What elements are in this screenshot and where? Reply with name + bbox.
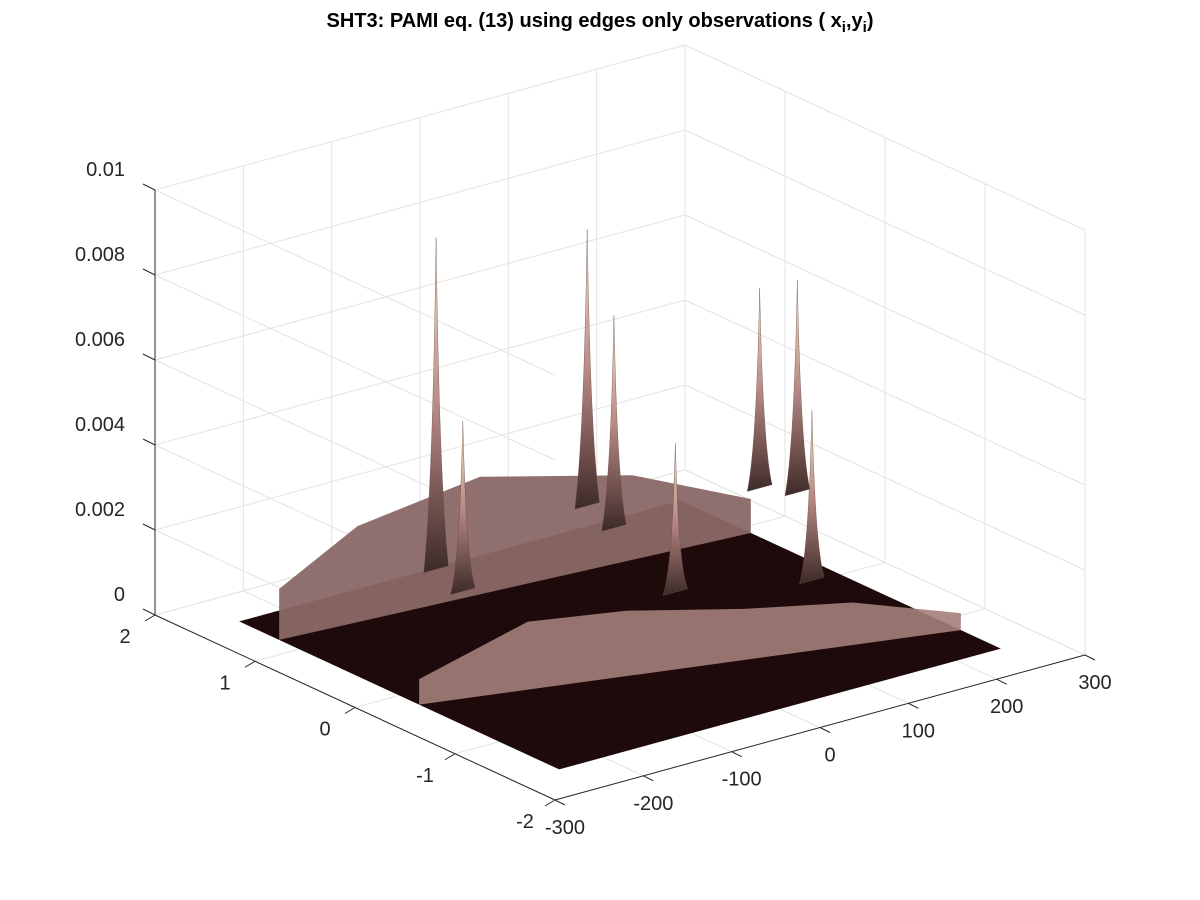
- x-tick-mark: [554, 799, 566, 806]
- y-tick-mark: [344, 707, 356, 714]
- y-tick-label: 1: [219, 672, 230, 694]
- surface-peak-7: [747, 288, 773, 492]
- z-tick-label: 0.008: [75, 244, 125, 266]
- x-tick-label: 0: [824, 745, 835, 767]
- y-tick-mark: [544, 799, 556, 807]
- y-tick-mark: [444, 753, 456, 761]
- z-tick-mark: [142, 608, 156, 616]
- x-tick-mark: [819, 727, 831, 733]
- axis-layer: -300 -200 -100 0 100 200 300 -2 -1 0 1 2 0 0.002 0.004…: [75, 159, 1112, 839]
- title-main: SHT3: PAMI eq. (13) using edges only obs…: [326, 10, 842, 32]
- y-tick-mark: [144, 614, 156, 622]
- y-tick-label: -2: [516, 811, 534, 833]
- x-tick-label: 100: [902, 720, 935, 742]
- plot-title: SHT3: PAMI eq. (13) using edges only obs…: [0, 10, 1200, 36]
- y-tick-label: 2: [119, 626, 130, 648]
- surface-front-ridge: [419, 602, 961, 705]
- x-tick-label: 200: [990, 696, 1023, 718]
- x-tick-mark: [996, 678, 1007, 685]
- surface-layer: [239, 229, 1001, 770]
- x-tick-label: 300: [1078, 672, 1111, 694]
- x-tick-mark: [643, 775, 654, 782]
- z-tick-mark: [142, 353, 156, 361]
- surface-peak-3: [574, 229, 600, 510]
- x-tick-mark: [731, 751, 742, 758]
- surface-peak-4: [601, 315, 627, 532]
- z-tick-mark: [142, 183, 156, 191]
- x-tick-mark: [1084, 654, 1096, 661]
- z-tick-label: 0: [114, 584, 125, 606]
- grid-line-z-left: [154, 274, 556, 461]
- title-sub-i-2: i: [862, 19, 867, 36]
- x-tick-label: -100: [722, 769, 762, 791]
- title-sub-i-1: i: [841, 19, 846, 36]
- x-tick-mark: [908, 702, 919, 709]
- grid-line-z-left: [154, 189, 556, 376]
- y-tick-label: 0: [319, 719, 330, 741]
- z-tick-label: 0.002: [75, 499, 125, 521]
- surface-peak-1: [423, 237, 449, 573]
- z-tick-label: 0.004: [75, 414, 125, 436]
- z-tick-mark: [142, 438, 156, 446]
- title-sep: ,y: [845, 10, 863, 32]
- title-end: ): [866, 10, 874, 32]
- z-tick-label: 0.006: [75, 329, 125, 351]
- x-tick-label: -300: [545, 817, 585, 839]
- z-tick-mark: [142, 268, 156, 276]
- surface-peak-6: [784, 279, 810, 497]
- surface-back-ridge: [279, 475, 751, 640]
- y-tick-mark: [244, 660, 256, 668]
- surface-peak-5: [799, 410, 825, 585]
- x-tick-label: -200: [633, 793, 673, 815]
- z-tick-mark: [142, 523, 156, 531]
- surface-peak-2: [450, 421, 476, 596]
- y-tick-label: -1: [416, 765, 434, 787]
- surface-peak-8: [662, 443, 688, 596]
- z-tick-label: 0.01: [86, 159, 125, 181]
